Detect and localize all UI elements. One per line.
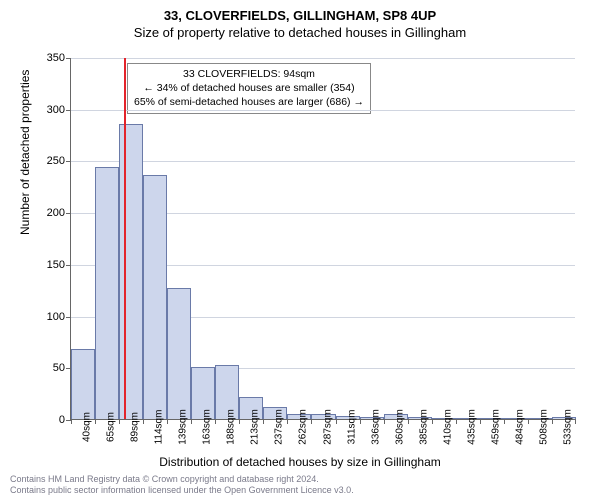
xtick-label: 360sqm bbox=[394, 409, 405, 445]
ytick-label: 0 bbox=[59, 414, 65, 426]
histogram-bar bbox=[71, 349, 95, 419]
xtick-mark bbox=[167, 419, 168, 424]
xtick-label: 385sqm bbox=[418, 409, 429, 445]
xtick-label: 237sqm bbox=[274, 409, 285, 445]
xtick-mark bbox=[71, 419, 72, 424]
xtick-label: 114sqm bbox=[154, 410, 165, 445]
ytick-mark bbox=[66, 110, 71, 111]
xtick-label: 459sqm bbox=[490, 409, 501, 445]
xtick-label: 287sqm bbox=[322, 409, 333, 445]
xtick-mark bbox=[575, 419, 576, 424]
gridline bbox=[71, 161, 575, 162]
ytick-label: 250 bbox=[47, 155, 65, 167]
xtick-mark bbox=[95, 419, 96, 424]
xtick-mark bbox=[287, 419, 288, 424]
xtick-mark bbox=[504, 419, 505, 424]
ytick-label: 200 bbox=[47, 207, 65, 219]
annotation-line: ← 34% of detached houses are smaller (35… bbox=[134, 81, 364, 95]
histogram-bar bbox=[167, 288, 191, 419]
ytick-label: 350 bbox=[47, 52, 65, 64]
xtick-mark bbox=[143, 419, 144, 424]
y-axis-label: Number of detached properties bbox=[18, 70, 32, 235]
footer-line-1: Contains HM Land Registry data © Crown c… bbox=[10, 474, 354, 485]
xtick-mark bbox=[480, 419, 481, 424]
xtick-mark bbox=[239, 419, 240, 424]
xtick-label: 40sqm bbox=[82, 412, 93, 442]
annotation-line: 65% of semi-detached houses are larger (… bbox=[134, 95, 364, 109]
gridline bbox=[71, 58, 575, 59]
xtick-mark bbox=[263, 419, 264, 424]
ytick-label: 50 bbox=[53, 362, 65, 374]
xtick-mark bbox=[360, 419, 361, 424]
xtick-label: 65sqm bbox=[106, 412, 117, 442]
xtick-mark bbox=[432, 419, 433, 424]
histogram-bar bbox=[143, 175, 167, 419]
xtick-mark bbox=[408, 419, 409, 424]
xtick-mark bbox=[336, 419, 337, 424]
xtick-mark bbox=[215, 419, 216, 424]
xtick-label: 213sqm bbox=[250, 409, 261, 445]
xtick-label: 336sqm bbox=[370, 409, 381, 445]
xtick-label: 188sqm bbox=[226, 409, 237, 445]
ytick-mark bbox=[66, 213, 71, 214]
xtick-label: 410sqm bbox=[442, 409, 453, 445]
chart-subtitle: Size of property relative to detached ho… bbox=[0, 23, 600, 40]
xtick-mark bbox=[384, 419, 385, 424]
ytick-mark bbox=[66, 265, 71, 266]
xtick-mark bbox=[528, 419, 529, 424]
xtick-label: 89sqm bbox=[130, 412, 141, 442]
xtick-label: 262sqm bbox=[298, 409, 309, 445]
plot-area: 33 CLOVERFIELDS: 94sqm← 34% of detached … bbox=[70, 58, 575, 420]
xtick-mark bbox=[191, 419, 192, 424]
ytick-label: 300 bbox=[47, 104, 65, 116]
annotation-line: 33 CLOVERFIELDS: 94sqm bbox=[134, 67, 364, 81]
histogram-bar bbox=[119, 124, 143, 419]
ytick-mark bbox=[66, 58, 71, 59]
xtick-mark bbox=[311, 419, 312, 424]
xtick-mark bbox=[552, 419, 553, 424]
chart-container: 33, CLOVERFIELDS, GILLINGHAM, SP8 4UP Si… bbox=[0, 0, 600, 500]
ytick-label: 100 bbox=[47, 311, 65, 323]
xtick-label: 139sqm bbox=[178, 409, 189, 445]
xtick-label: 533sqm bbox=[562, 409, 573, 445]
ytick-label: 150 bbox=[47, 259, 65, 271]
ytick-mark bbox=[66, 161, 71, 162]
property-marker-line bbox=[124, 58, 126, 419]
xtick-label: 311sqm bbox=[346, 410, 357, 445]
gridline bbox=[71, 110, 575, 111]
annotation-box: 33 CLOVERFIELDS: 94sqm← 34% of detached … bbox=[127, 63, 371, 114]
xtick-label: 484sqm bbox=[514, 409, 525, 445]
footer-attribution: Contains HM Land Registry data © Crown c… bbox=[10, 474, 354, 497]
xtick-label: 435sqm bbox=[466, 409, 477, 445]
xtick-mark bbox=[456, 419, 457, 424]
footer-line-2: Contains public sector information licen… bbox=[10, 485, 354, 496]
x-axis-label: Distribution of detached houses by size … bbox=[0, 455, 600, 469]
ytick-mark bbox=[66, 317, 71, 318]
xtick-label: 163sqm bbox=[202, 409, 213, 445]
histogram-bar bbox=[95, 167, 119, 419]
chart-title: 33, CLOVERFIELDS, GILLINGHAM, SP8 4UP bbox=[0, 0, 600, 23]
xtick-mark bbox=[119, 419, 120, 424]
xtick-label: 508sqm bbox=[538, 409, 549, 445]
